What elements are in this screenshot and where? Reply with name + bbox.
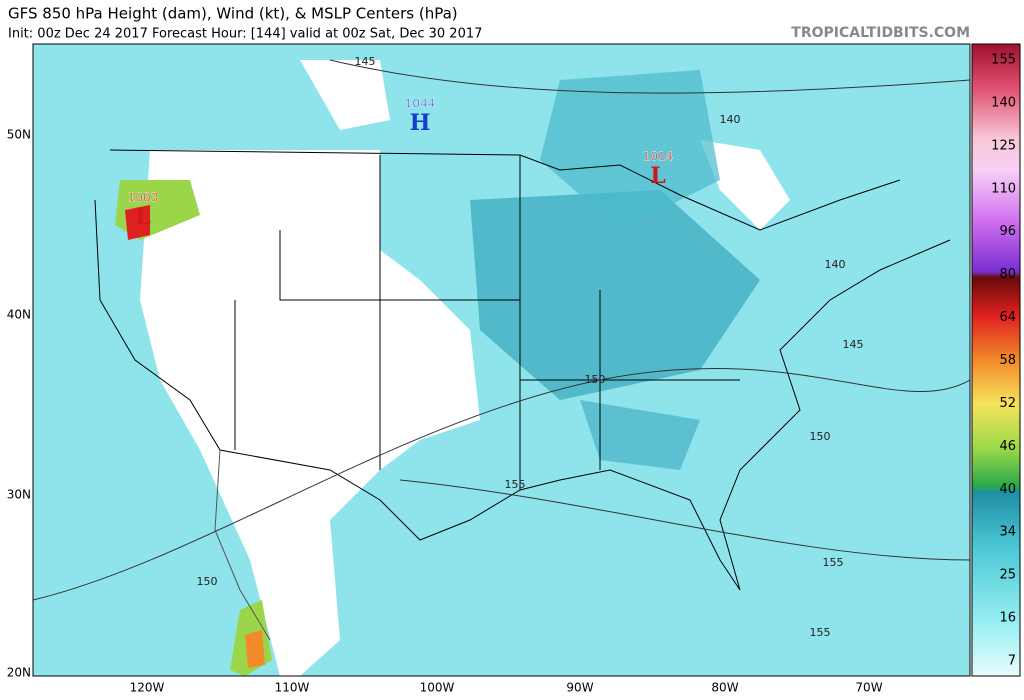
colorbar-tick-label: 25 — [999, 568, 1016, 583]
colorbar-tick-label: 64 — [999, 310, 1016, 325]
pressure-value: 1003 — [128, 191, 159, 205]
longitude-label: 90W — [566, 681, 593, 695]
wind-fill — [115, 60, 790, 676]
longitude-label: 70W — [855, 681, 882, 695]
pressure-symbol: L — [650, 163, 665, 189]
colorbar-tick-label: 7 — [1008, 654, 1016, 669]
colorbar-tick-label: 58 — [999, 353, 1016, 368]
longitude-label: 120W — [130, 681, 165, 695]
contour-label: 140 — [825, 258, 846, 271]
colorbar-tick-label: 96 — [999, 224, 1016, 239]
contour-label: 155 — [505, 478, 526, 491]
latitude-label: 50N — [7, 128, 31, 142]
contour-label: 150 — [810, 430, 831, 443]
longitude-label: 100W — [420, 681, 455, 695]
colorbar-tick-label: 140 — [991, 95, 1016, 110]
contour-label: 145 — [355, 55, 376, 68]
contour-label: 150 — [197, 575, 218, 588]
contour-label: 150 — [585, 373, 606, 386]
colorbar-tick-label: 46 — [999, 439, 1016, 454]
pressure-value: 1014 — [643, 150, 674, 164]
colorbar-tick-label: 155 — [991, 53, 1016, 68]
contour-label: 145 — [843, 338, 864, 351]
labels: 50N 40N 30N 20N 120W 110W 100W 90W 80W 70W 155 140 1… — [7, 53, 1016, 695]
contour-label: 155 — [823, 556, 844, 569]
latitude-label: 40N — [7, 308, 31, 322]
site-credit: TROPICALTIDBITS.COM — [791, 25, 970, 41]
latitude-label: 20N — [7, 666, 31, 680]
colorbar-tick-label: 52 — [999, 396, 1016, 411]
colorbar-tick-label: 125 — [991, 138, 1016, 153]
pressure-value: 1044 — [405, 97, 436, 111]
map-frame — [32, 43, 971, 677]
colorbar-tick-label: 34 — [999, 525, 1016, 540]
colorbar-tick-label: 16 — [999, 611, 1016, 626]
longitude-label: 80W — [711, 681, 738, 695]
pressure-symbol: H — [410, 110, 431, 136]
height-contours — [32, 59, 971, 601]
pressure-symbol: L — [135, 204, 150, 230]
colorbar-tick-label: 80 — [999, 267, 1016, 282]
contour-label: 140 — [720, 113, 741, 126]
colorbar-tick-label: 110 — [991, 181, 1016, 196]
colorbar — [971, 43, 1021, 677]
latitude-label: 30N — [7, 488, 31, 502]
subtitle: Init: 00z Dec 24 2017 Forecast Hour: [14… — [8, 27, 482, 42]
boundaries — [94, 149, 951, 641]
longitude-label: 110W — [275, 681, 310, 695]
contour-label: 155 — [810, 626, 831, 639]
title: GFS 850 hPa Height (dam), Wind (kt), & M… — [8, 5, 458, 23]
colorbar-tick-label: 40 — [999, 482, 1016, 497]
